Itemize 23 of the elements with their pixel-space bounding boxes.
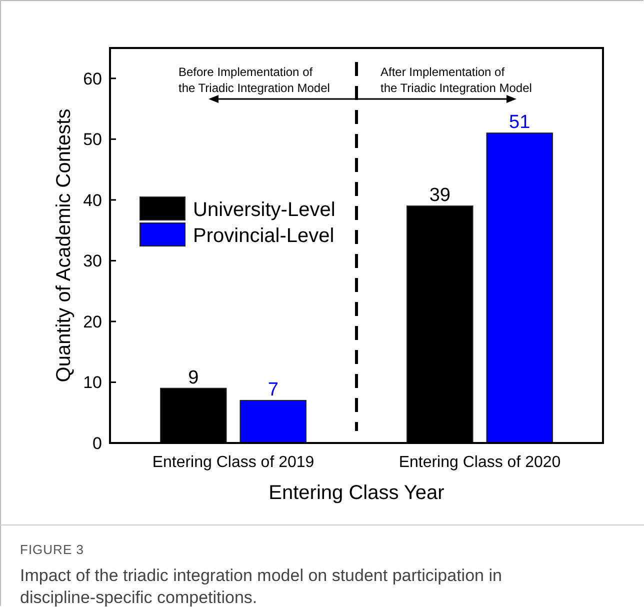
legend-label: Provincial-Level <box>193 225 334 247</box>
bar <box>240 400 306 444</box>
y-tick-label: 0 <box>92 434 102 453</box>
data-label: 9 <box>188 367 199 388</box>
y-axis-title: Quantity of Academic Contests <box>53 108 75 382</box>
y-tick-label: 40 <box>83 190 102 210</box>
y-tick-label: 30 <box>83 252 102 271</box>
y-tick-label: 60 <box>83 69 102 88</box>
y-tick-label: 20 <box>83 312 102 332</box>
x-axis-title: Entering Class Year <box>268 482 445 504</box>
x-tick-label: Entering Class of 2019 <box>152 454 314 471</box>
x-tick-label: Entering Class of 2020 <box>398 454 561 471</box>
data-label: 39 <box>429 185 450 206</box>
data-label: 51 <box>509 112 530 134</box>
legend-label: University-Level <box>193 199 336 221</box>
y-tick-label: 10 <box>83 373 102 392</box>
annotation: After Implementation of the Triadic Integration Model <box>380 65 532 95</box>
caption: FIGURE 3 <box>20 542 84 557</box>
y-tick-label: 50 <box>83 130 102 150</box>
text: Impact of the triadic integration model on student participation in discipline-specific competitions. <box>20 566 502 607</box>
annotation: Before Implementation of the Triadic Integration Model <box>178 65 330 95</box>
bar <box>486 132 553 444</box>
data-label: 7 <box>268 379 278 400</box>
